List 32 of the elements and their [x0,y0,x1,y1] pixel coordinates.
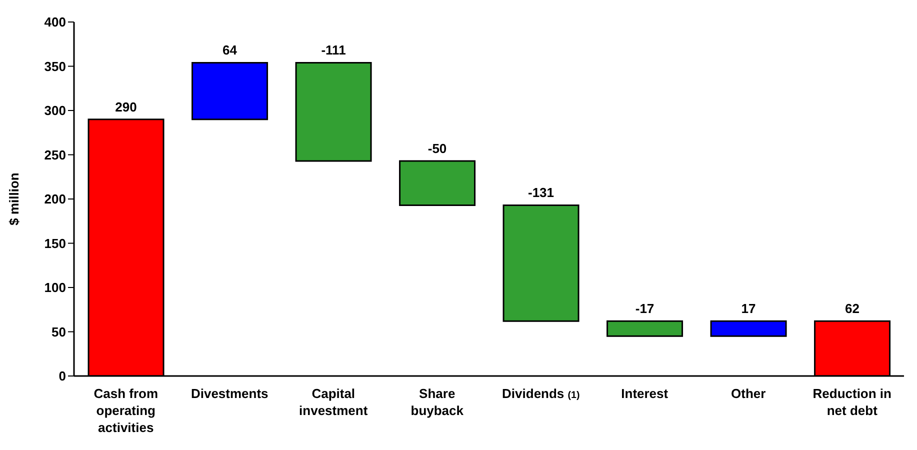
y-tick-label: 300 [44,103,66,118]
y-tick-label: 400 [44,14,66,30]
y-tick-label: 200 [44,192,66,207]
data-label: -17 [635,301,654,316]
x-tick-label: Share buyback [410,386,464,418]
bar [710,320,787,337]
x-tick-label: Divestments [190,386,268,401]
bar [502,204,580,322]
data-label: -111 [321,42,346,58]
y-tick-label: 100 [44,280,66,296]
data-label: -131 [528,185,554,200]
bar [606,320,684,337]
x-tick-label: Other [731,386,766,401]
bar [192,62,268,120]
y-tick-label: 0 [58,368,66,384]
x-tick-label: Interest [621,386,669,401]
y-tick-label: 50 [52,324,66,340]
data-label: 62 [845,301,860,316]
x-tick-label: Dividends (1) [502,386,580,401]
y-tick-label: 250 [44,147,66,162]
data-label: 290 [115,99,137,114]
y-axis-title: $ million [6,172,22,226]
data-label: -50 [428,140,447,156]
y-tick-label: 350 [44,58,66,74]
x-tick-label: Capital investment [299,386,368,418]
x-tick-label: Reduction in net debt [812,386,892,418]
bar [399,160,476,206]
data-label: 17 [741,301,756,316]
data-label: 64 [222,42,238,58]
y-tick-label: 150 [44,236,66,251]
x-tick-label: Cash from operating activities [94,386,158,435]
bar [295,62,372,162]
